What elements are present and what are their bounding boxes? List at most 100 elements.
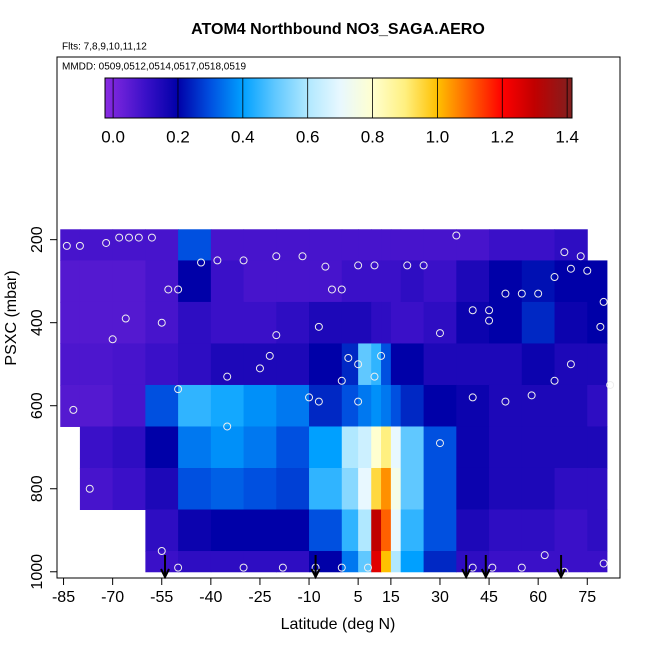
sample-point: [305, 393, 314, 402]
heat-cell: [521, 384, 556, 427]
heat-cell: [489, 467, 523, 511]
heat-cell: [521, 509, 556, 552]
sample-point: [223, 422, 232, 431]
annotation: MMDD: 0509,0512,0514,0517,0518,0519: [62, 62, 246, 73]
heat-cell: [210, 426, 245, 469]
heat-cell: [587, 467, 608, 511]
sample-point: [468, 306, 477, 315]
sample-point: [534, 289, 543, 298]
sample-point: [583, 266, 592, 275]
sample-point: [75, 241, 84, 250]
heat-cell: [587, 551, 608, 573]
heat-cell: [456, 384, 490, 427]
heat-cell: [400, 229, 425, 261]
colorbar-tick-label: 0.4: [231, 127, 255, 146]
sample-point: [62, 241, 71, 250]
sample-point: [435, 329, 444, 338]
heat-cell: [400, 260, 425, 303]
heat-cell: [554, 343, 588, 386]
sample-point: [121, 314, 130, 323]
heat-cell: [145, 343, 179, 386]
sample-point: [321, 262, 330, 271]
chart-title: ATOM4 Northbound NO3_SAGA.AERO: [191, 21, 485, 38]
heat-cell: [79, 260, 114, 303]
heat-cell: [554, 260, 588, 303]
heat-cell: [381, 260, 392, 303]
heat-cell: [341, 467, 359, 511]
sample-point: [354, 360, 363, 369]
heat-cell: [309, 229, 343, 261]
heat-cell: [489, 343, 523, 386]
heat-cell: [112, 384, 146, 427]
heat-cell: [456, 551, 490, 573]
heat-cell: [521, 260, 556, 303]
heat-cell: [341, 229, 359, 261]
heat-cell: [145, 426, 179, 469]
heat-cell: [358, 384, 372, 427]
heat-cell: [358, 343, 372, 386]
sample-point: [550, 376, 559, 385]
y-tick-label: 800: [29, 475, 46, 502]
heat-cell: [145, 467, 179, 511]
heat-cell: [489, 426, 523, 469]
heat-cell: [79, 343, 114, 386]
heat-cell: [276, 260, 310, 303]
heat-cell: [390, 384, 402, 427]
colorbar-tick-label: 0.2: [166, 127, 190, 146]
heat-cell: [456, 343, 490, 386]
heat-cell: [587, 384, 608, 427]
sample-point: [327, 285, 336, 294]
heat-cell: [210, 384, 245, 427]
colorbar-tick-label: 0.6: [296, 127, 320, 146]
heat-cell: [112, 426, 146, 469]
sample-point: [197, 258, 206, 267]
heat-cell: [210, 229, 245, 261]
sample-point: [517, 563, 526, 572]
heat-cell: [276, 509, 310, 552]
sample-point: [468, 563, 477, 572]
heat-cell: [587, 301, 608, 344]
heat-cell: [276, 384, 310, 427]
heat-cell: [400, 301, 425, 344]
sample-point: [102, 238, 111, 247]
heat-cell: [381, 343, 392, 386]
heat-cell: [554, 551, 588, 573]
x-tick-label: -55: [150, 589, 173, 606]
heat-cell: [371, 551, 382, 573]
sample-point: [550, 273, 559, 282]
heat-cell: [178, 343, 212, 386]
heat-cell: [554, 467, 588, 511]
heat-cell: [309, 426, 343, 469]
heat-cell: [521, 229, 556, 261]
heat-cell: [60, 343, 81, 386]
heat-cell: [423, 229, 457, 261]
sample-point: [599, 559, 608, 568]
sample-point: [278, 563, 287, 572]
heat-cell: [178, 509, 212, 552]
heat-cell: [554, 384, 588, 427]
arrow: [310, 555, 321, 580]
colorbar: [104, 77, 573, 119]
heat-cell: [456, 426, 490, 469]
sample-point: [239, 563, 248, 572]
heat-cell: [489, 384, 523, 427]
heat-cell: [371, 301, 382, 344]
heat-cell: [587, 260, 608, 303]
heat-cell: [456, 229, 490, 261]
heat-cell: [60, 260, 81, 303]
heat-cell: [243, 384, 277, 427]
heat-cell: [587, 343, 608, 386]
sample-point: [174, 385, 183, 394]
x-tick-label: 75: [578, 589, 596, 606]
heat-cell: [554, 509, 588, 552]
heat-cell: [243, 301, 277, 344]
heat-cell: [341, 260, 359, 303]
heat-cell: [276, 343, 310, 386]
heat-cell: [489, 301, 523, 344]
sample-point: [527, 391, 536, 400]
heat-cell: [341, 426, 359, 469]
heat-cell: [341, 551, 359, 573]
sample-point: [452, 231, 461, 240]
heat-cell: [309, 467, 343, 511]
heat-cell: [489, 551, 523, 573]
